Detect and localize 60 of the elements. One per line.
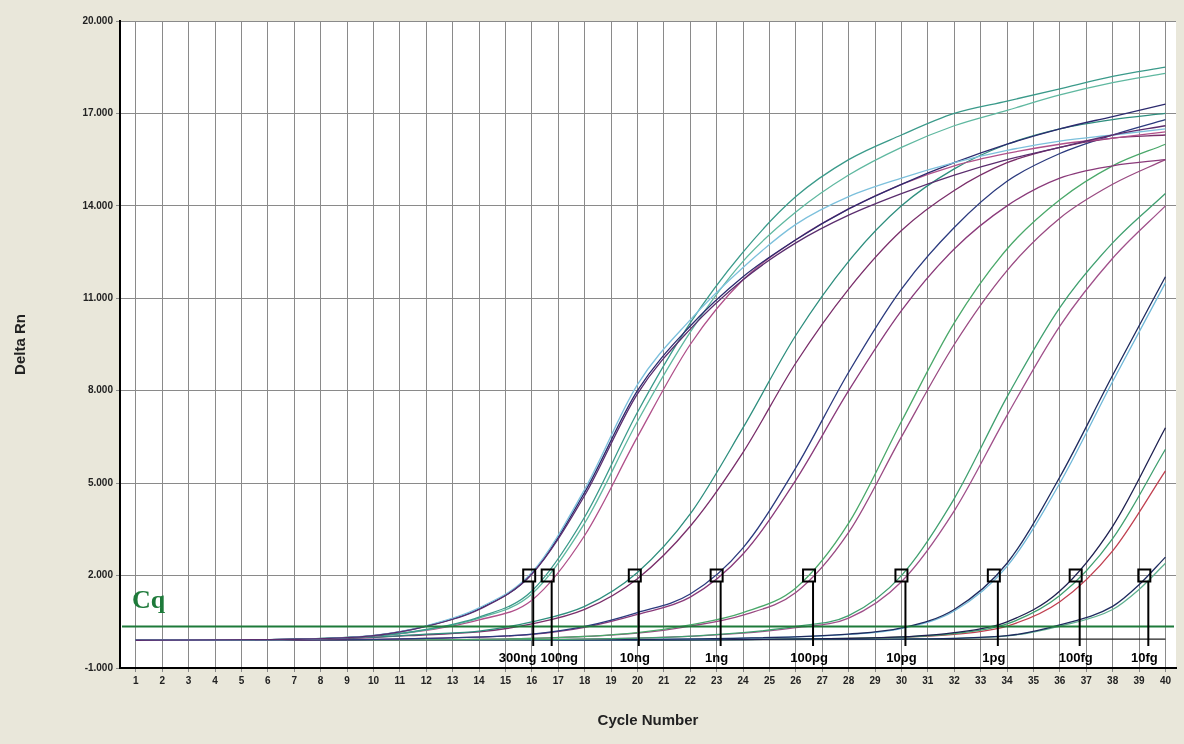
x-tick-label: 28: [843, 674, 855, 686]
x-tick-label: 5: [238, 674, 245, 686]
x-tick-label: 26: [790, 674, 802, 686]
x-tick-label: 13: [447, 674, 459, 686]
x-tick-label: 18: [579, 674, 591, 686]
x-tick-label: 29: [869, 674, 882, 686]
annotation: 10fg: [1130, 650, 1158, 666]
x-tick-label: 3: [185, 674, 192, 686]
x-axis-title: Cycle Number: [597, 711, 699, 729]
x-tick-label: 10: [367, 674, 380, 686]
x-tick-label: 39: [1133, 674, 1146, 686]
ref-line-label: Cq: [132, 585, 166, 615]
x-tick-label: 35: [1027, 674, 1040, 686]
x-tick-label: 20: [631, 674, 644, 686]
y-tick-label: 5.000: [87, 476, 114, 488]
annotation: 1pg: [982, 650, 1006, 666]
x-tick-label: 37: [1080, 674, 1093, 686]
y-tick-label: 20.000: [82, 14, 114, 26]
x-tick-label: 23: [711, 674, 723, 686]
x-tick-label: 31: [922, 674, 934, 686]
y-tick-label: 14.000: [82, 199, 114, 211]
x-tick-label: 4: [212, 674, 219, 686]
annotation: 10pg: [886, 650, 917, 666]
annotation: 1ng: [705, 650, 729, 666]
y-tick-label: 8.000: [87, 384, 114, 396]
y-tick-label: 2.000: [87, 569, 114, 581]
x-tick-label: 2: [159, 674, 166, 686]
x-tick-label: 36: [1054, 674, 1066, 686]
x-tick-label: 30: [895, 674, 908, 686]
x-tick-label: 38: [1107, 674, 1119, 686]
x-tick-label: 25: [763, 674, 776, 686]
annotation: 100pg: [790, 650, 828, 666]
x-tick-label: 11: [394, 674, 406, 686]
annotation: 100fg: [1058, 650, 1093, 666]
annotation: 100ng: [540, 650, 579, 666]
x-tick-label: 7: [291, 674, 298, 686]
x-tick-label: 24: [737, 674, 750, 686]
x-tick-label: 1: [133, 674, 140, 686]
y-tick-label: -1.000: [84, 661, 114, 673]
x-tick-label: 21: [658, 674, 670, 686]
x-tick-label: 9: [344, 674, 351, 686]
annotation: 10ng: [619, 650, 651, 666]
x-tick-label: 32: [948, 674, 961, 686]
x-tick-label: 12: [420, 674, 433, 686]
x-tick-label: 40: [1159, 674, 1172, 686]
x-tick-label: 22: [684, 674, 697, 686]
x-tick-label: 19: [605, 674, 618, 686]
x-tick-label: 27: [816, 674, 829, 686]
x-tick-label: 6: [265, 674, 272, 686]
x-tick-label: 17: [552, 674, 565, 686]
x-tick-label: 16: [526, 674, 538, 686]
annotation: 300ng: [498, 650, 537, 666]
x-tick-label: 8: [317, 674, 324, 686]
x-tick-label: 34: [1001, 674, 1014, 686]
x-tick-label: 33: [975, 674, 987, 686]
y-axis-title: Delta Rn: [11, 314, 29, 375]
x-tick-label: 15: [499, 674, 512, 686]
y-tick-label: 11.000: [82, 292, 114, 304]
y-tick-label: 17.000: [82, 107, 114, 119]
x-tick-label: 14: [473, 674, 486, 686]
